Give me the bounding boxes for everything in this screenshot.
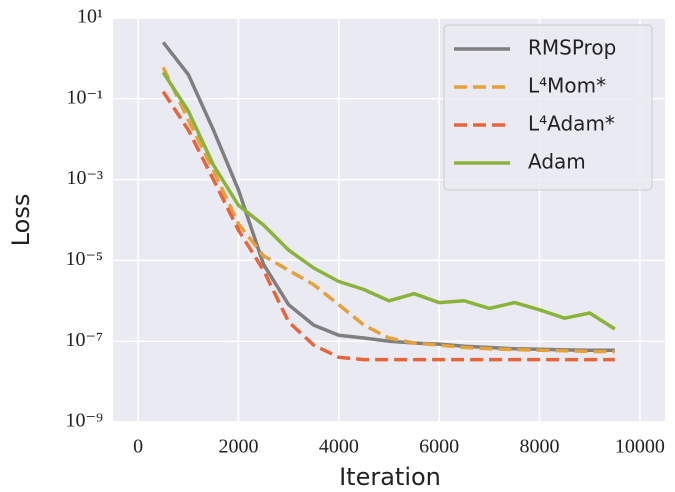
y-tick-label: 10⁻³ (66, 167, 103, 189)
legend-label: Adam (528, 150, 586, 174)
legend-label: L⁴Adam* (528, 112, 615, 136)
x-tick-label: 8000 (520, 436, 560, 458)
series-line (161, 90, 615, 362)
legend-box (443, 24, 653, 191)
x-tick-label: 6000 (419, 436, 459, 458)
y-tick-label: 10⁻⁹ (65, 410, 103, 432)
x-axis-label: Iteration (339, 463, 441, 491)
series-line (161, 66, 615, 354)
y-tick-label: 10¹ (77, 6, 103, 28)
y-tick-label: 10⁻¹ (66, 86, 103, 108)
series-line (161, 71, 616, 331)
y-tick-label: 10⁻⁷ (65, 329, 103, 351)
legend-label: L⁴Mom* (528, 74, 606, 98)
x-tick-label: 2000 (218, 436, 258, 458)
legend: RMSProp L⁴Mom* L⁴Adam* Adam (443, 24, 653, 191)
x-tick-label: 4000 (319, 436, 359, 458)
y-tick-label: 10⁻⁵ (65, 248, 103, 270)
legend-label: RMSProp (528, 36, 616, 60)
x-tick-label: 0 (133, 436, 143, 458)
y-axis-label: Loss (7, 194, 35, 247)
x-tick-label: 10000 (615, 436, 665, 458)
